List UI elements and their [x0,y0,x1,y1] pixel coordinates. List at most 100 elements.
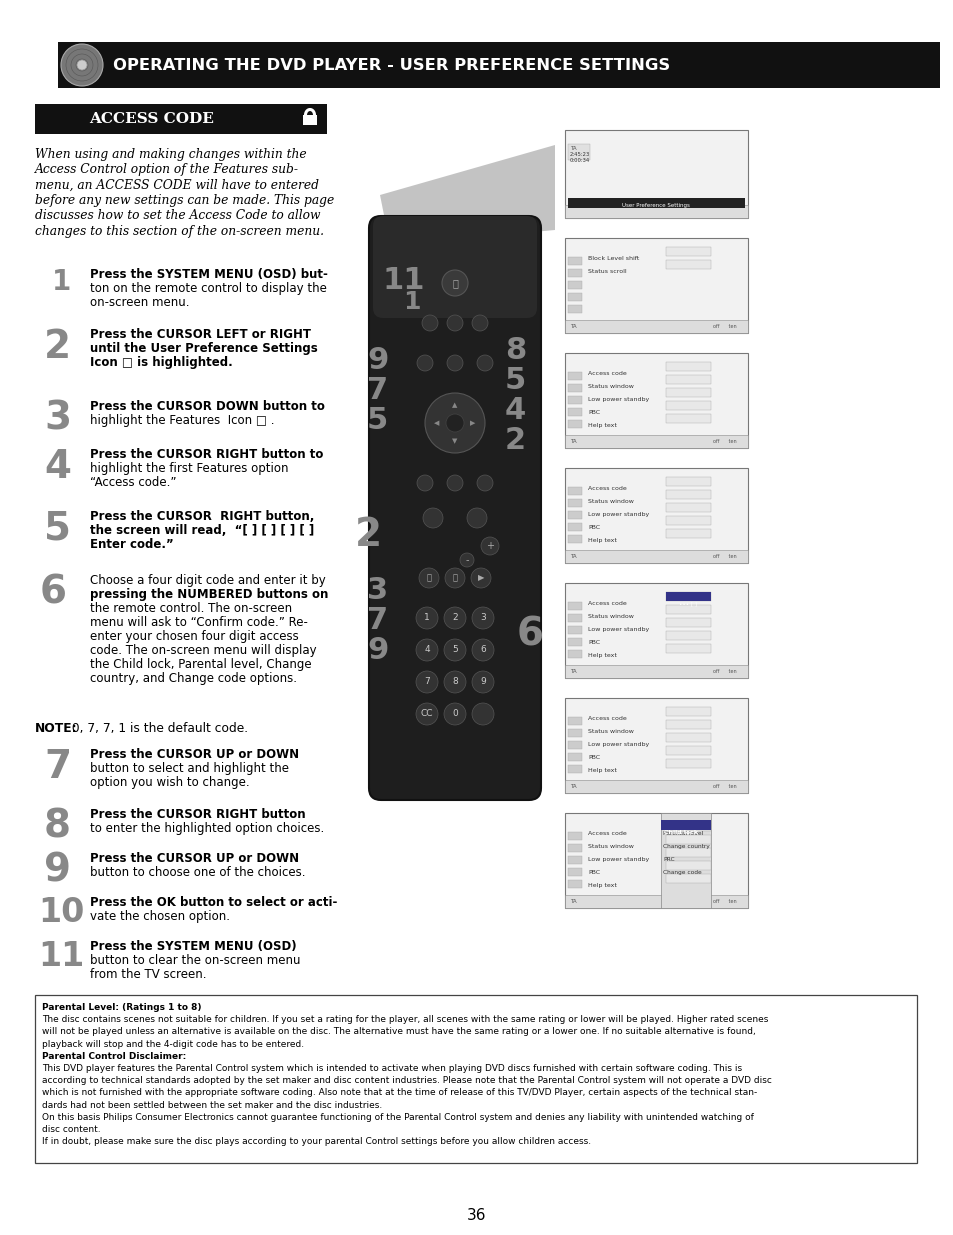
Circle shape [446,414,463,432]
Text: before any new settings can be made. This page: before any new settings can be made. Thi… [35,194,334,207]
Text: 8: 8 [44,808,71,846]
Text: The disc contains scenes not suitable for children. If you set a rating for the : The disc contains scenes not suitable fo… [42,1015,767,1024]
Text: ▲: ▲ [452,403,457,408]
Text: Change code: Change code [662,869,701,876]
Text: 1: 1 [52,268,71,296]
Bar [665,375,710,384]
Bar [567,535,581,543]
Text: 4: 4 [424,646,430,655]
Bar [567,144,589,161]
Bar [567,601,581,610]
Text: vate the chosen option.: vate the chosen option. [90,910,230,923]
Bar [665,823,710,831]
Text: 11: 11 [38,940,84,973]
Bar [567,305,581,312]
Text: will not be played unless an alternative is available on the disc. The alternati: will not be played unless an alternative… [42,1028,755,1036]
Text: ⏸: ⏸ [426,573,431,583]
Text: OPERATING THE DVD PLAYER - USER PREFERENCE SETTINGS: OPERATING THE DVD PLAYER - USER PREFEREN… [112,58,670,73]
Bar [567,832,581,840]
Text: off      ten: off ten [712,555,736,559]
Text: discusses how to set the Access Code to allow: discusses how to set the Access Code to … [35,209,320,222]
Polygon shape [379,144,555,245]
Bar [564,781,747,793]
Text: ⏹: ⏹ [452,573,457,583]
Bar [665,247,710,256]
Text: Status window: Status window [587,499,633,504]
Text: 5: 5 [504,366,526,395]
Circle shape [472,703,494,725]
Circle shape [472,671,494,693]
Text: ton on the remote control to display the: ton on the remote control to display the [90,282,327,295]
Text: CC: CC [420,709,433,719]
Text: Low power standby: Low power standby [587,513,649,517]
Text: 6: 6 [517,616,543,655]
Text: Child lock: Child lock [663,830,698,835]
Text: Help text: Help text [587,768,617,773]
Text: 0: 0 [452,709,457,719]
Text: PBC: PBC [587,755,599,760]
Text: 9: 9 [479,678,485,687]
Text: Access code: Access code [587,370,626,375]
Bar [665,874,710,883]
Circle shape [472,315,488,331]
Text: TA: TA [569,669,576,674]
Circle shape [444,568,464,588]
Text: Change country: Change country [662,844,709,848]
Text: off      ten: off ten [712,784,736,789]
Text: 0, 7, 7, 1 is the default code.: 0, 7, 7, 1 is the default code. [68,722,248,735]
Bar [567,753,581,761]
Text: 8: 8 [504,336,526,366]
Text: on-screen menu.: on-screen menu. [90,296,190,309]
Text: button to clear the on-screen menu: button to clear the on-screen menu [90,953,300,967]
Text: 3: 3 [367,576,388,605]
Circle shape [424,393,484,453]
Bar [303,115,316,125]
Text: enter your chosen four digit access: enter your chosen four digit access [90,630,298,643]
Bar [567,257,581,266]
Text: 6: 6 [40,574,67,613]
Text: 9: 9 [367,636,388,664]
Text: dards had not been settled between the set maker and the disc industries.: dards had not been settled between the s… [42,1100,382,1109]
FancyBboxPatch shape [369,216,540,800]
Circle shape [418,568,438,588]
Text: off      ten: off ten [712,324,736,329]
Text: according to technical standards adopted by the set maker and disc content indus: according to technical standards adopted… [42,1076,771,1086]
Bar [665,503,710,513]
Circle shape [416,638,437,661]
Text: Help text: Help text [587,538,617,543]
Bar [567,650,581,658]
Text: ••• [ ]: ••• [ ] [679,601,697,606]
Text: Access code: Access code [587,716,626,721]
Bar [564,698,747,793]
Bar [567,741,581,748]
Circle shape [472,606,494,629]
Text: 36: 36 [467,1208,486,1223]
Bar [567,522,581,531]
Bar [564,813,747,908]
Bar [665,516,710,525]
Text: ◀: ◀ [434,420,439,426]
Text: TA: TA [569,899,576,904]
Bar [665,261,710,269]
Text: Low power standby: Low power standby [587,396,649,403]
Text: Parental Level: (Ratings 1 to 8): Parental Level: (Ratings 1 to 8) [42,1003,201,1011]
Bar [567,384,581,391]
Circle shape [459,553,474,567]
Text: country, and Change code options.: country, and Change code options. [90,672,296,685]
Text: NOTE:: NOTE: [35,722,77,735]
Text: until the User Preference Settings: until the User Preference Settings [90,342,317,354]
Text: option you wish to change.: option you wish to change. [90,776,250,789]
Text: 5: 5 [44,510,71,548]
Text: Status window: Status window [587,384,633,389]
Bar [567,396,581,404]
Text: User Preference Settings: User Preference Settings [621,203,689,207]
Bar [564,130,747,219]
Text: highlight the first Features option: highlight the first Features option [90,462,288,475]
Text: Press the CURSOR UP or DOWN: Press the CURSOR UP or DOWN [90,852,299,864]
Text: ▶: ▶ [470,420,476,426]
Bar [665,618,710,627]
Text: 2:45:23
0:00:34: 2:45:23 0:00:34 [569,152,590,163]
Text: from the TV screen.: from the TV screen. [90,968,206,981]
Text: Access code: Access code [587,601,626,606]
Text: Icon □ is highlighted.: Icon □ is highlighted. [90,356,233,369]
